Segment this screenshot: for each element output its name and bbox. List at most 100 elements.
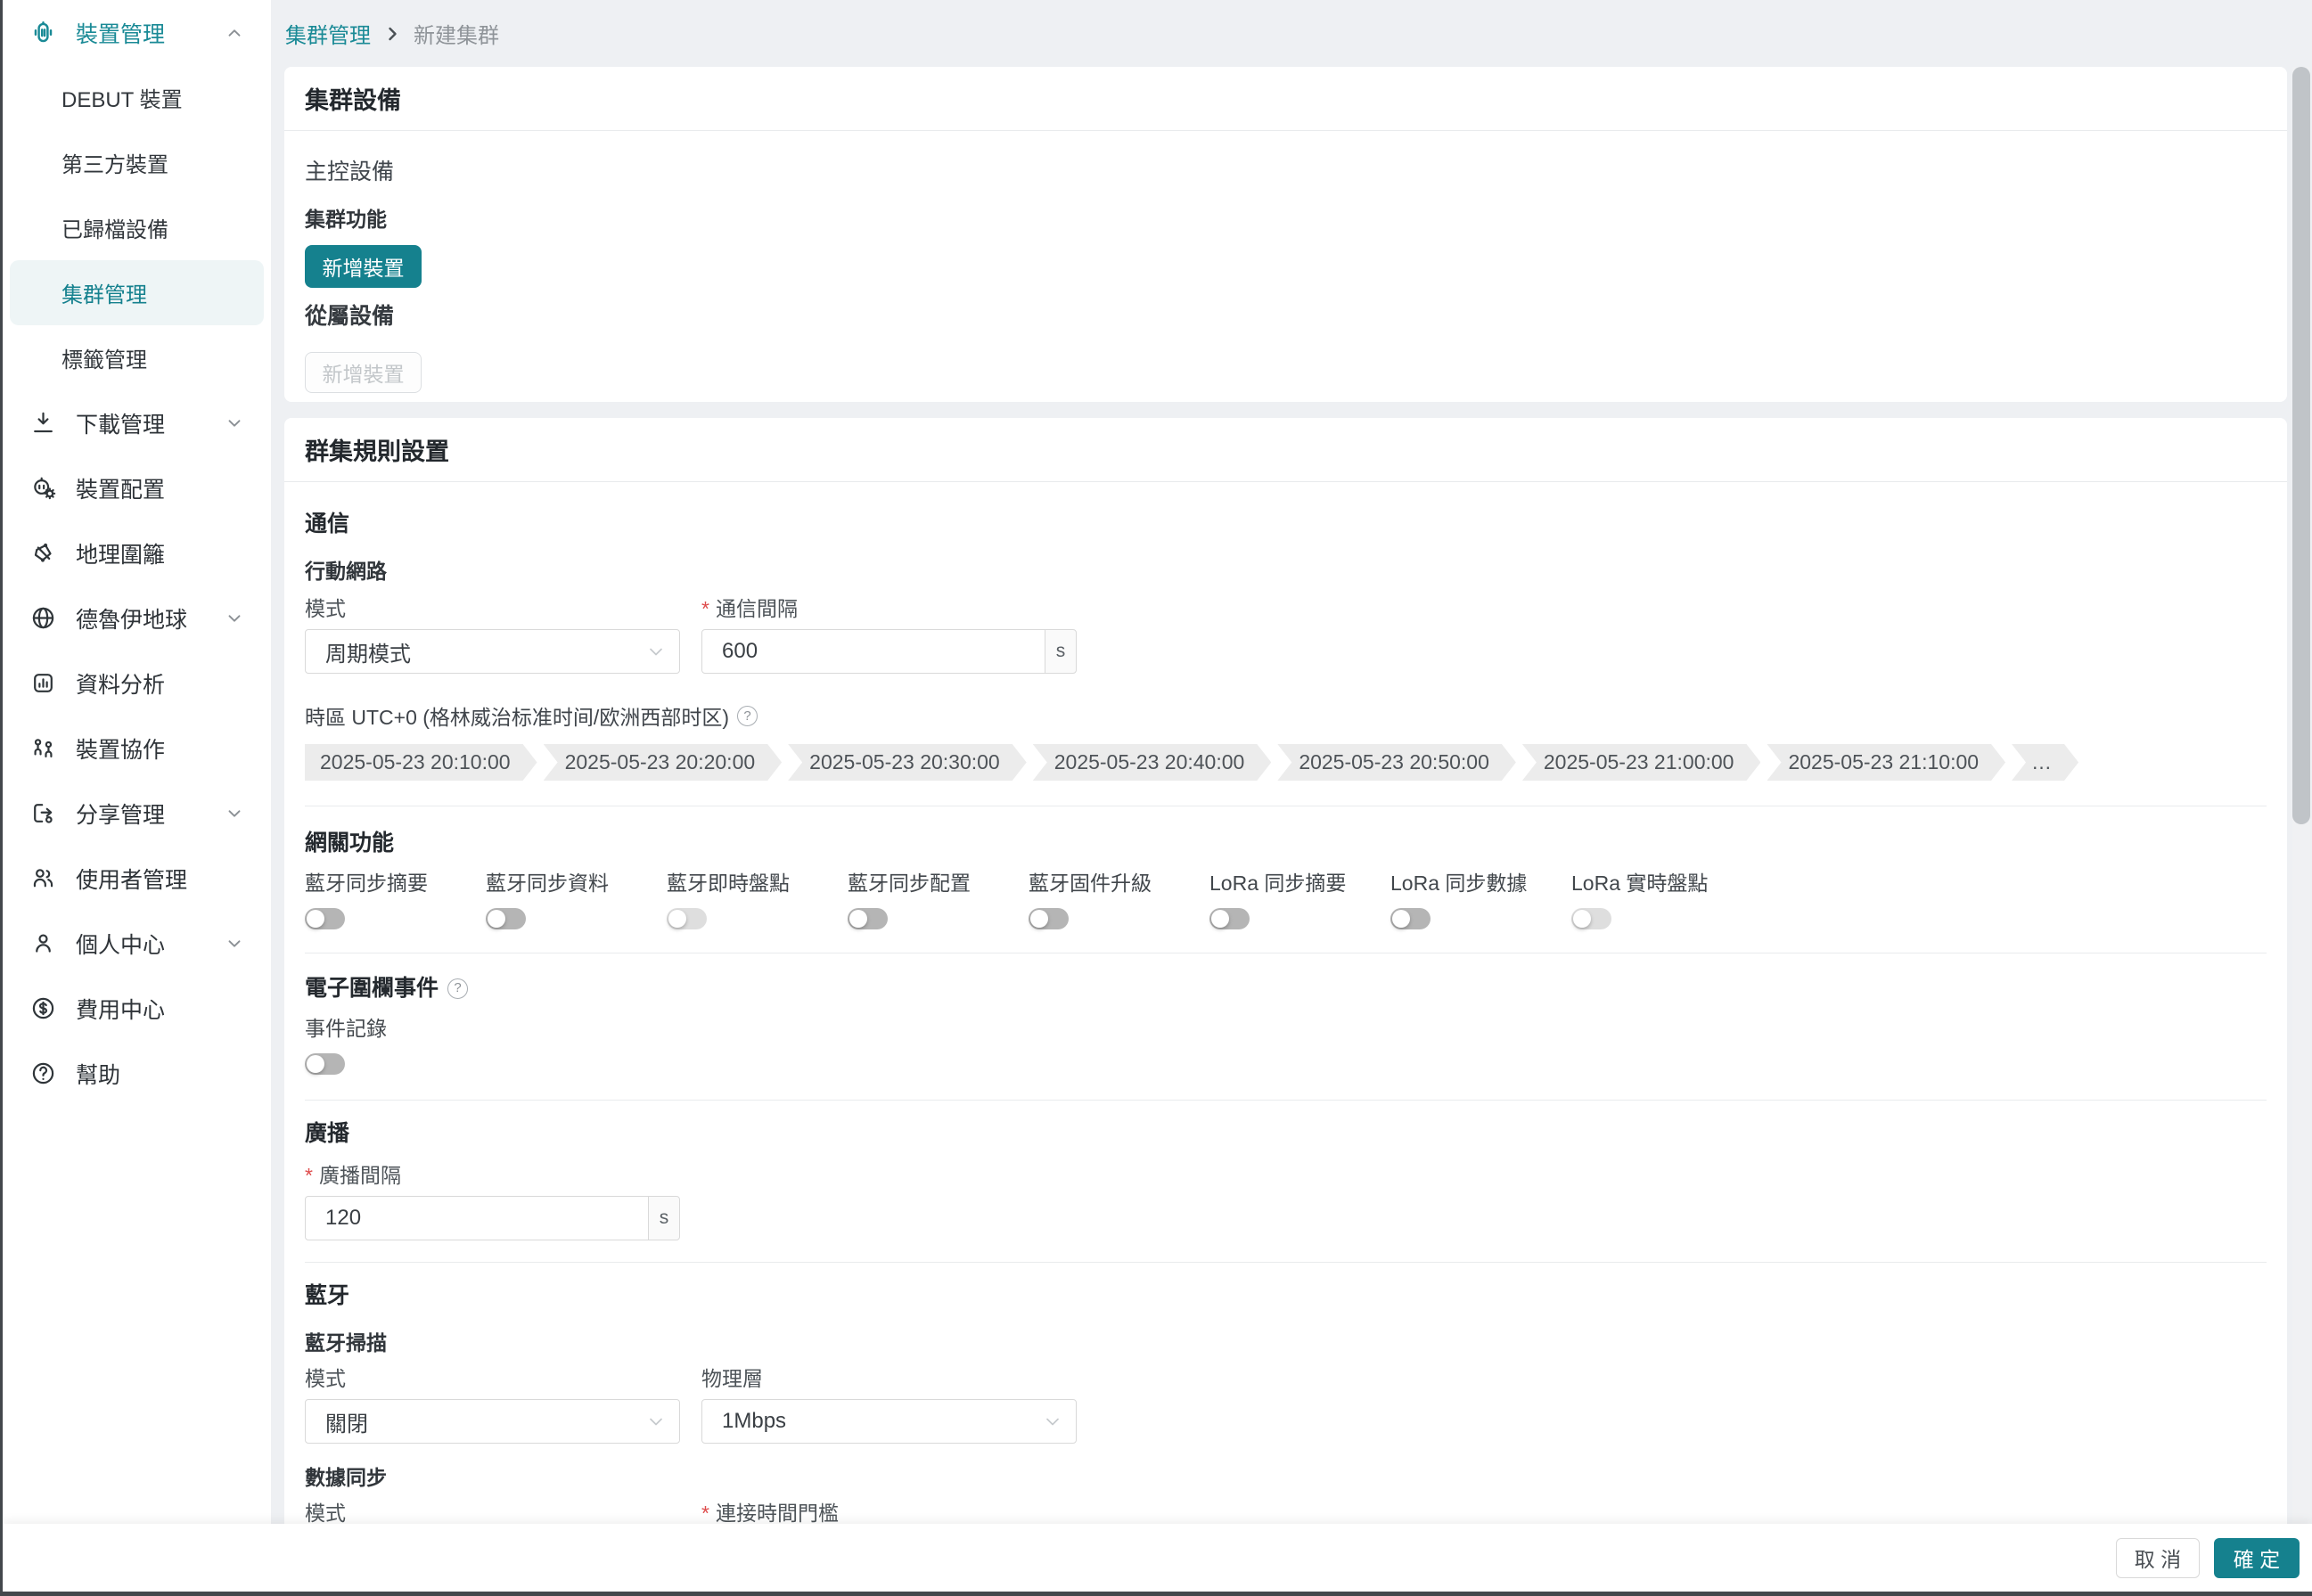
confirm-button[interactable]: 確 定 (2214, 1537, 2300, 1578)
gateway-switch-label: 藍牙同步摘要 (305, 872, 428, 895)
bluetooth-scan-subheading: 藍牙掃描 (305, 1331, 387, 1355)
gateway-toggle[interactable] (486, 908, 526, 929)
help-circle-icon[interactable]: ? (447, 978, 469, 999)
share-icon (29, 799, 57, 827)
timezone-slot-list: 2025-05-23 20:10:00 2025-05-23 20:20:00 20… (305, 744, 2267, 781)
phy-select[interactable]: 1Mbps (701, 1399, 1077, 1444)
cluster-rules-card: 群集規則設置 通信 行動網路 模式 周期模式 (284, 418, 2287, 1596)
sidebar-item-label: 裝置協作 (76, 737, 166, 763)
sidebar-item-label: 費用中心 (76, 997, 166, 1023)
gateway-switch-label: LoRa 實時盤點 (1571, 872, 1709, 895)
bluetooth-section-heading: 藍牙 (305, 1283, 350, 1308)
broadcast-interval-unit: s (648, 1196, 680, 1240)
chevron-right-icon (382, 24, 402, 44)
gateway-toggle[interactable] (1209, 908, 1250, 929)
cluster-function-label: 集群功能 (305, 208, 387, 231)
breadcrumb: 集群管理 新建集群 (271, 0, 2291, 67)
cluster-device-card: 集群設備 主控設備 集群功能 新增裝置 從屬設備 新增裝置 (284, 67, 2287, 402)
sidebar-item-5[interactable]: 標籤管理 (3, 325, 271, 390)
comm-interval-input[interactable] (701, 629, 1045, 674)
help-circle-icon[interactable]: ? (736, 705, 758, 726)
timezone-slot-chip: 2025-05-23 21:10:00 (1767, 744, 2005, 781)
sidebar-item-7[interactable]: 裝置配置 (3, 455, 271, 520)
timezone-label: 時區 UTC+0 (格林威治标准时间/欧洲西部时区) ? (305, 700, 2267, 731)
gateway-toggle (667, 908, 707, 929)
gateway-switch-item-1: 藍牙同步資料 (486, 871, 667, 929)
sidebar-item-6[interactable]: 下載管理 (3, 390, 271, 455)
sidebar-item-1[interactable]: DEBUT 裝置 (3, 65, 271, 130)
gateway-toggle[interactable] (848, 908, 888, 929)
sidebar-nav: 裝置管理 DEBUT 裝置 第三方裝置 已歸檔設備 集群管理標籤管理下載管理 裝置配置地理… (3, 0, 271, 1106)
sidebar-item-8[interactable]: 地理圍籬 (3, 520, 271, 585)
chevron-down-icon (225, 804, 244, 823)
sidebar-item-13[interactable]: 使用者管理 (3, 846, 271, 911)
scan-mode-label: 模式 (305, 1367, 346, 1390)
breadcrumb-link-cluster-management[interactable]: 集群管理 (285, 24, 371, 48)
gateway-switch-label: LoRa 同步數據 (1390, 872, 1528, 895)
comm-mode-label: 模式 (305, 597, 346, 620)
sidebar-item-15[interactable]: 費用中心 (3, 976, 271, 1041)
download-icon (29, 409, 57, 437)
comm-mode-select-value: 周期模式 (325, 642, 411, 667)
gateway-switch-item-5: LoRa 同步摘要 (1209, 871, 1390, 929)
main-content: 集群管理 新建集群 集群設備 主控設備 集群功能 新增裝置 從屬設備 新增裝置 … (271, 0, 2291, 1596)
sidebar-item-3[interactable]: 已歸檔設備 (3, 195, 271, 260)
sidebar-item-0[interactable]: 裝置管理 (3, 0, 271, 65)
gateway-switch-item-6: LoRa 同步數據 (1390, 871, 1571, 929)
add-slave-device-button-disabled: 新增裝置 (305, 352, 422, 393)
sidebar-item-14[interactable]: 個人中心 (3, 911, 271, 976)
cluster-device-card-title: 集群設備 (305, 87, 401, 114)
broadcast-interval-input[interactable] (305, 1196, 649, 1240)
required-mark: * (701, 596, 709, 620)
timezone-slot-more-chip[interactable]: … (2012, 744, 2078, 781)
gateway-switch-label: 藍牙固件升級 (1029, 872, 1152, 895)
gateway-toggle (1571, 908, 1611, 929)
chevron-up-icon (225, 23, 244, 43)
sidebar-item-10[interactable]: 資料分析 (3, 651, 271, 716)
sidebar-item-label: 分享管理 (76, 802, 166, 828)
comm-interval-unit: s (1045, 629, 1077, 674)
timezone-slot-chip: 2025-05-23 20:40:00 (1033, 744, 1272, 781)
broadcast-interval-label: * 廣播間隔 (305, 1163, 401, 1187)
sidebar-item-label: 地理圍籬 (76, 542, 166, 568)
sidebar-item-label: 標籤管理 (61, 348, 147, 372)
sidebar-item-label: 使用者管理 (76, 867, 188, 893)
sidebar: 裝置管理 DEBUT 裝置 第三方裝置 已歸檔設備 集群管理標籤管理下載管理 裝置配置地理… (3, 0, 271, 1592)
timezone-slot-chip: 2025-05-23 20:30:00 (788, 744, 1027, 781)
window-edge-bottom (0, 1592, 2312, 1596)
sidebar-item-16[interactable]: 幫助 (3, 1041, 271, 1106)
breadcrumb-current-page: 新建集群 (414, 24, 499, 48)
gateway-toggle[interactable] (1029, 908, 1069, 929)
scrollbar-track[interactable] (2292, 67, 2310, 1592)
sidebar-item-12[interactable]: 分享管理 (3, 781, 271, 846)
sidebar-item-2[interactable]: 第三方裝置 (3, 130, 271, 195)
sidebar-item-4[interactable]: 集群管理 (10, 260, 264, 325)
comm-mode-select[interactable]: 周期模式 (305, 629, 680, 674)
gateway-toggle[interactable] (305, 908, 345, 929)
gateway-toggle[interactable] (1390, 908, 1431, 929)
sidebar-item-11[interactable]: 裝置協作 (3, 716, 271, 781)
divider (284, 481, 2287, 482)
sidebar-item-9[interactable]: 德魯伊地球 (3, 585, 271, 651)
globe-icon (29, 604, 57, 632)
add-master-device-button[interactable]: 新增裝置 (305, 245, 422, 288)
slave-device-label: 從屬設備 (305, 304, 395, 329)
master-device-label: 主控設備 (305, 160, 395, 184)
divider (284, 130, 2287, 131)
scrollbar-thumb[interactable] (2292, 67, 2310, 824)
scan-mode-select[interactable]: 關閉 (305, 1399, 680, 1444)
gateway-switch-label: 藍牙同步配置 (848, 872, 971, 895)
event-record-toggle[interactable] (305, 1053, 345, 1075)
gateway-switch-item-2: 藍牙即時盤點 (667, 871, 848, 929)
connect-threshold-label: * 連接時間門檻 (701, 1501, 839, 1525)
help-icon (29, 1060, 57, 1087)
timezone-slot-chip: 2025-05-23 20:50:00 (1277, 744, 1516, 781)
gateway-section-heading: 網關功能 (305, 831, 395, 855)
chevron-down-icon (645, 1411, 667, 1432)
cancel-button[interactable]: 取 消 (2116, 1537, 2200, 1578)
fence-section-heading: 電子圍欄事件 ? (305, 975, 2267, 1002)
chevron-down-icon (225, 609, 244, 628)
gateway-switch-item-3: 藍牙同步配置 (848, 871, 1029, 929)
sidebar-item-label: 資料分析 (76, 672, 166, 698)
